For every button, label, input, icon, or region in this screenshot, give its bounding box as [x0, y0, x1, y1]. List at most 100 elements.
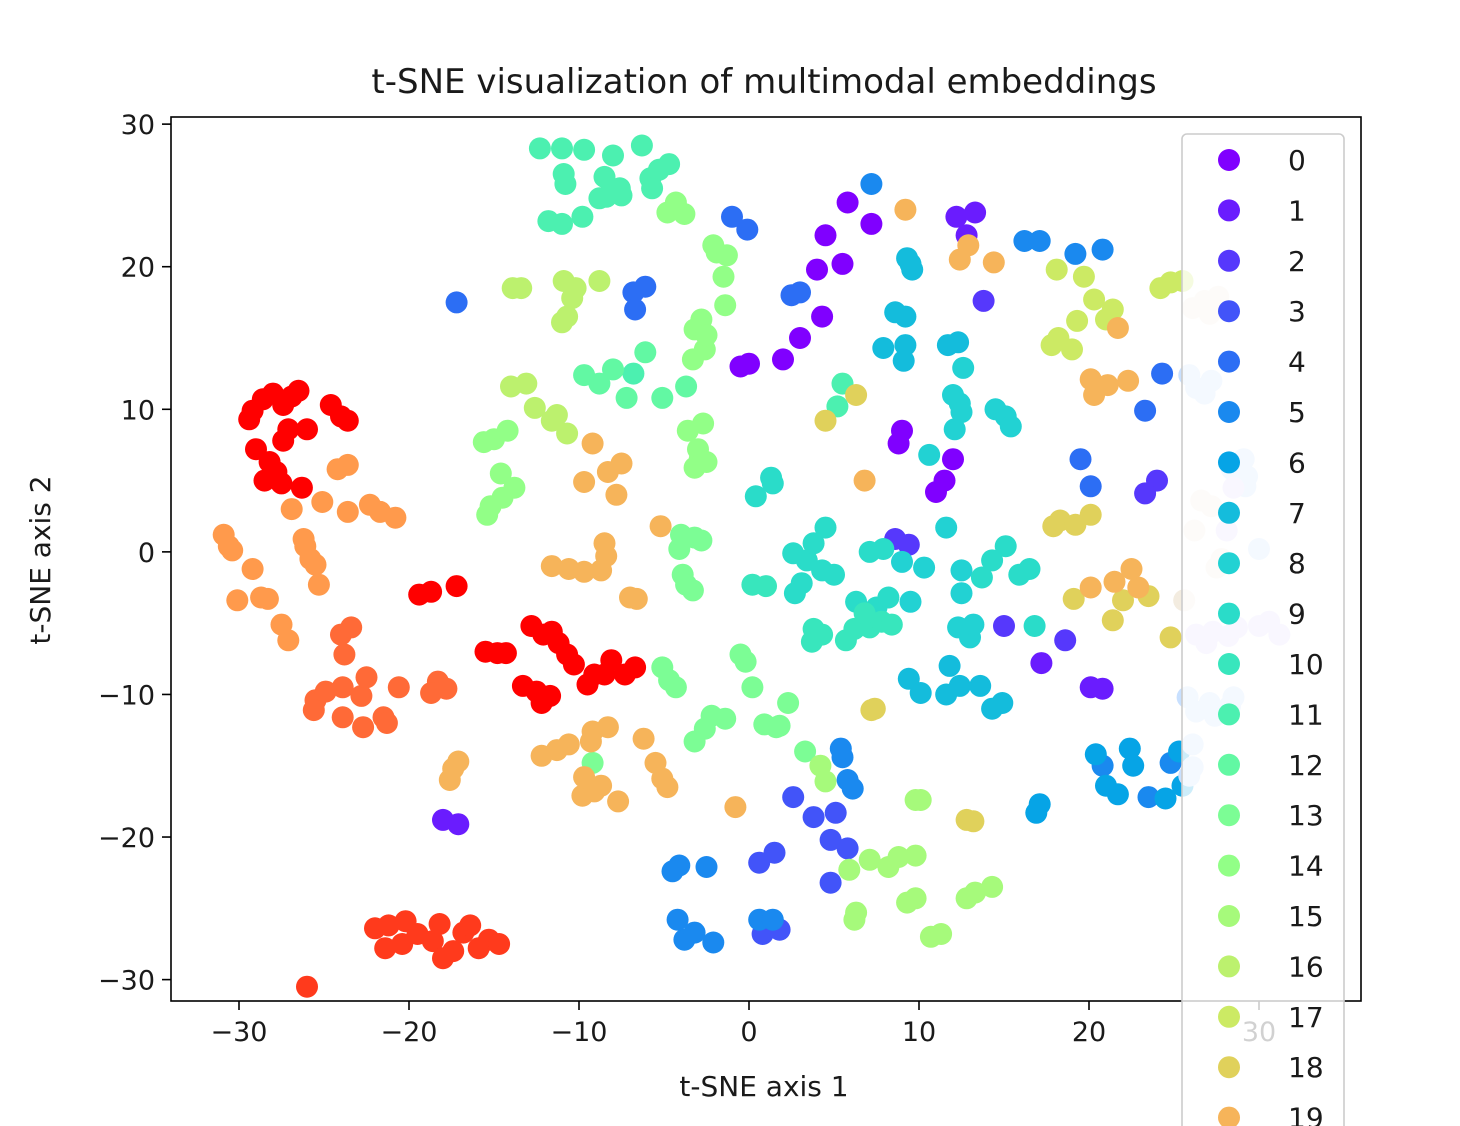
scatter-point: [714, 707, 737, 730]
scatter-point: [314, 680, 337, 703]
scatter-point: [957, 234, 980, 257]
scatter-point: [1151, 362, 1174, 385]
scatter-point: [899, 590, 922, 613]
legend-item: 4: [1218, 346, 1306, 379]
legend-box: [1181, 133, 1345, 1126]
legend-marker: [1218, 653, 1240, 675]
scatter-point: [714, 294, 737, 317]
scatter-point: [630, 134, 653, 157]
legend-marker: [1218, 451, 1240, 474]
legend-marker: [1218, 401, 1240, 423]
scatter-point: [1101, 609, 1124, 632]
scatter-point: [994, 535, 1017, 558]
plot-frame: [170, 116, 1362, 1002]
scatter-point: [476, 503, 499, 526]
scatter-point: [1120, 558, 1143, 580]
scatter-point: [675, 375, 698, 398]
scatter-point: [969, 674, 992, 697]
scatter-point: [1054, 629, 1077, 652]
scatter-point: [256, 587, 279, 610]
scatter-point: [782, 786, 805, 809]
scatter-point: [551, 137, 573, 160]
legend-marker: [1218, 602, 1240, 625]
scatter-point: [811, 305, 834, 328]
scatter-point: [744, 485, 767, 508]
y-tick-label: 10: [121, 395, 155, 426]
scatter-point: [651, 386, 674, 409]
scatter-point: [488, 933, 511, 955]
scatter-point: [624, 298, 647, 321]
legend-label: 14: [1288, 850, 1324, 883]
scatter-point: [806, 258, 828, 281]
series-11: [528, 134, 854, 418]
x-tick-label: −30: [211, 1017, 268, 1048]
scatter-point: [950, 559, 973, 582]
series-2: [884, 289, 1168, 652]
legend-label: 15: [1288, 900, 1324, 933]
scatter-point: [607, 790, 630, 813]
scatter-point: [993, 615, 1015, 637]
scatter-point: [561, 287, 584, 310]
scatter-point: [860, 699, 883, 722]
scatter-point: [1079, 475, 1102, 498]
scatter-point: [573, 471, 596, 493]
scatter-point: [551, 212, 573, 235]
series-18: [814, 384, 1182, 833]
scatter-point: [800, 630, 823, 653]
scatter-point: [683, 921, 706, 944]
scatter-point: [624, 656, 647, 679]
scatter-point: [802, 532, 825, 555]
series-14: [472, 191, 738, 526]
scatter-point: [715, 244, 738, 267]
scatter-point: [819, 828, 842, 851]
scatter-point: [790, 572, 813, 595]
scatter-point: [280, 498, 303, 521]
scatter-point: [1127, 576, 1150, 599]
scatter-point: [296, 418, 318, 441]
scatter-point: [573, 138, 596, 161]
legend-label: 2: [1288, 245, 1306, 278]
scatter-point: [593, 532, 616, 555]
scatter-point: [1018, 558, 1041, 580]
legend-item: 11: [1218, 698, 1324, 731]
scatter-point: [755, 575, 777, 598]
scatter-point: [272, 429, 295, 452]
legend-label: 17: [1288, 1001, 1324, 1034]
scatter-point: [681, 348, 704, 371]
series-3: [748, 786, 859, 945]
scatter-point: [605, 483, 628, 506]
scatter-point: [311, 491, 334, 513]
series-17: [1040, 258, 1194, 361]
scatter-point: [899, 252, 922, 275]
scatter-point: [661, 860, 684, 883]
x-tick-label: 20: [1072, 1017, 1106, 1048]
scatter-point: [887, 432, 910, 455]
scatter-point: [736, 218, 759, 241]
scatter-point: [421, 930, 444, 953]
legend-label: 9: [1288, 598, 1306, 631]
series-13: [581, 523, 817, 774]
scatter-point: [761, 472, 784, 495]
scatter-point: [571, 205, 594, 228]
scatter-point: [333, 643, 356, 666]
scatter-point: [523, 396, 546, 419]
legend-label: 6: [1288, 446, 1306, 479]
scatter-point: [1091, 677, 1114, 700]
scatter-point: [841, 777, 864, 800]
scatter-point: [557, 733, 580, 756]
scatter-point: [226, 589, 249, 612]
scatter-point: [1122, 754, 1145, 777]
scatter-point: [387, 676, 410, 699]
scatter-point: [510, 277, 533, 300]
scatter-point: [355, 666, 378, 689]
series-23: [238, 379, 647, 714]
legend-label: 5: [1288, 396, 1306, 429]
legend-marker: [1218, 804, 1240, 827]
scatter-point: [304, 553, 327, 576]
legend-marker: [1218, 552, 1240, 575]
scatter-point: [729, 355, 752, 378]
scatter-point: [384, 506, 407, 529]
scatter-point: [981, 875, 1004, 898]
points-layer: [212, 134, 1291, 998]
scatter-point: [972, 289, 995, 312]
